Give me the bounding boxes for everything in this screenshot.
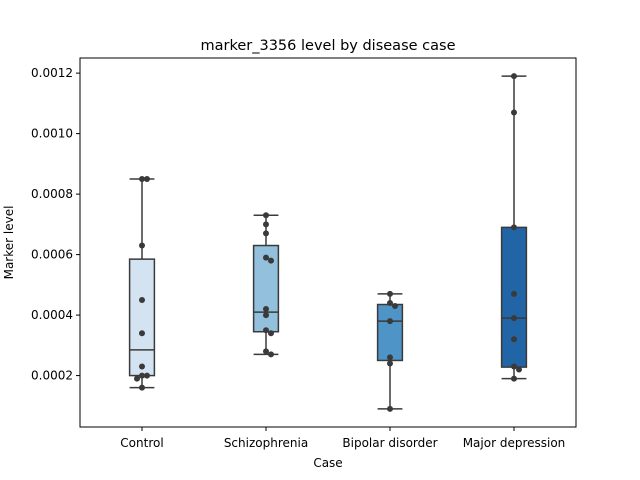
point-group — [387, 290, 398, 412]
plot-frame — [79, 57, 577, 428]
y-tick-label: 0.0002 — [31, 369, 73, 383]
data-point — [387, 299, 393, 306]
y-axis-title: Marker level — [2, 206, 16, 280]
box — [500, 226, 528, 368]
data-point — [139, 372, 145, 379]
y-tick-label: 0.0010 — [31, 127, 73, 141]
data-point — [263, 348, 269, 355]
y-tick-label: 0.0008 — [31, 187, 73, 201]
data-point — [263, 254, 269, 261]
x-tick-label: Control — [120, 436, 163, 450]
data-point — [263, 230, 269, 237]
data-point — [387, 354, 393, 361]
data-point — [511, 109, 517, 116]
y-tick-label: 0.0004 — [31, 308, 73, 322]
data-point — [139, 363, 145, 370]
x-tick-label: Major depression — [463, 436, 566, 450]
data-point — [263, 312, 269, 319]
data-point — [387, 360, 393, 367]
y-tick-label: 0.0006 — [31, 248, 73, 262]
data-point — [387, 318, 393, 325]
data-point — [516, 366, 522, 373]
data-point — [139, 384, 145, 391]
data-point — [387, 290, 393, 297]
data-point — [139, 296, 145, 303]
data-point — [144, 175, 150, 182]
x-tick-label: Schizophrenia — [224, 436, 308, 450]
axes: 0.0002 0.0004 0.0006 0.0008 0.0010 0.0012 Cont… — [31, 66, 565, 450]
data-point — [511, 375, 517, 382]
data-point — [139, 242, 145, 249]
data-point — [268, 330, 274, 337]
data-point — [139, 330, 145, 337]
data-point — [263, 306, 269, 313]
box — [128, 258, 156, 377]
data-point — [511, 224, 517, 231]
point-group — [511, 73, 522, 382]
plot-area — [128, 73, 528, 412]
data-point — [387, 405, 393, 412]
data-point — [263, 327, 269, 334]
data-point — [268, 351, 274, 358]
data-point — [139, 175, 145, 182]
box-group — [376, 293, 404, 410]
data-point — [511, 315, 517, 322]
data-point — [263, 221, 269, 228]
data-point — [134, 375, 140, 382]
point-group — [263, 212, 274, 358]
data-point — [392, 303, 398, 310]
data-point — [144, 372, 150, 379]
data-point — [511, 336, 517, 343]
box-group — [128, 178, 156, 389]
data-point — [268, 257, 274, 264]
data-point — [511, 73, 517, 80]
data-point — [511, 290, 517, 297]
x-axis-title: Case — [313, 456, 342, 470]
box-group — [500, 75, 528, 380]
data-point — [263, 212, 269, 219]
y-tick-label: 0.0012 — [31, 66, 73, 80]
x-tick-label: Bipolar disorder — [342, 436, 437, 450]
chart-title: marker_3356 level by disease case — [201, 38, 456, 54]
box — [376, 303, 404, 362]
data-point — [511, 363, 517, 370]
point-group — [134, 175, 150, 391]
